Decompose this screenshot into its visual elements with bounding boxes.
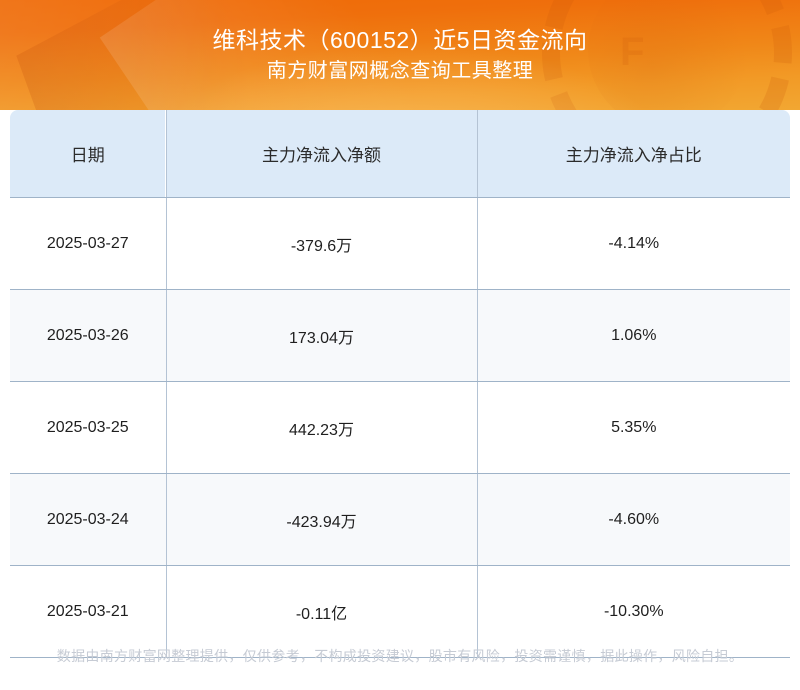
footer-disclaimer: 数据由南方财富网整理提供，仅供参考，不构成投资建议，股市有风险，投资需谨慎，据此… [0,646,800,666]
table-row: 2025-03-21 -0.11亿 -10.30% [10,565,790,658]
fund-flow-table: 日期 主力净流入净额 主力净流入净占比 2025-03-27 -379.6万 -… [10,110,790,658]
table-body: 2025-03-27 -379.6万 -4.14% 2025-03-26 173… [10,197,790,658]
cell-net-inflow: -379.6万 [166,197,478,290]
cell-net-inflow: -0.11亿 [166,565,478,658]
cell-date: 2025-03-27 [10,197,167,290]
table-row: 2025-03-26 173.04万 1.06% [10,289,790,382]
table-header: 日期 主力净流入净额 主力净流入净占比 [10,110,790,198]
column-header-net-ratio: 主力净流入净占比 [477,110,790,198]
cell-date: 2025-03-26 [10,289,167,382]
table-row: 2025-03-24 -423.94万 -4.60% [10,473,790,566]
cell-net-inflow: -423.94万 [166,473,478,566]
page-subtitle: 南方财富网概念查询工具整理 [266,60,534,83]
cell-net-ratio: -4.14% [477,197,790,290]
banner-title-group: 维科技术（600152）近5日资金流向 南方财富网概念查询工具整理 [0,0,800,110]
page-title: 维科技术（600152）近5日资金流向 [212,26,588,53]
table-header-row: 日期 主力净流入净额 主力净流入净占比 [10,110,790,198]
disclaimer-text: 数据由南方财富网整理提供，仅供参考，不构成投资建议，股市有风险，投资需谨慎，据此… [56,648,744,664]
cell-net-inflow: 442.23万 [166,381,478,474]
cell-net-ratio: -4.60% [477,473,790,566]
cell-net-inflow: 173.04万 [166,289,478,382]
column-header-date: 日期 [10,110,167,198]
cell-net-ratio: -10.30% [477,565,790,658]
table-row: 2025-03-27 -379.6万 -4.14% [10,197,790,290]
cell-date: 2025-03-21 [10,565,167,658]
cell-date: 2025-03-25 [10,381,167,474]
table-row: 2025-03-25 442.23万 5.35% [10,381,790,474]
cell-net-ratio: 5.35% [477,381,790,474]
cell-net-ratio: 1.06% [477,289,790,382]
column-header-net-inflow: 主力净流入净额 [166,110,478,198]
decorative-letter: F [620,30,645,74]
fund-flow-table-wrapper: 日期 主力净流入净额 主力净流入净占比 2025-03-27 -379.6万 -… [10,110,790,658]
cell-date: 2025-03-24 [10,473,167,566]
header-banner: F 维科技术（600152）近5日资金流向 南方财富网概念查询工具整理 [0,0,800,110]
